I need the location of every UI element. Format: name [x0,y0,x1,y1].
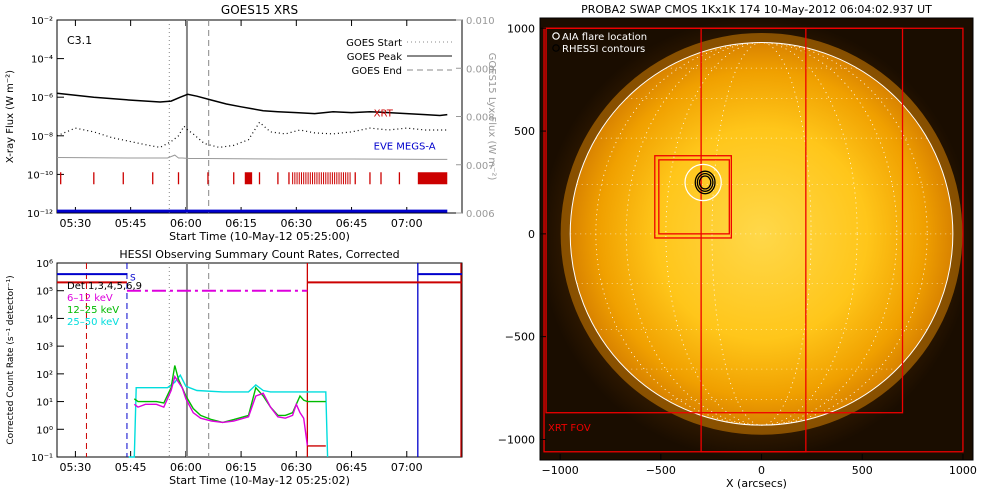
rhessi-contour [696,172,714,192]
goes-y-tick-label: 10⁻¹² [27,209,53,220]
goes-xrt-label: XRT [374,109,394,120]
rhessi-contour [698,175,712,190]
aia-flare-location [684,163,722,202]
swap-x-tick-label: −1000 [542,464,579,477]
goes-x-tick-label: 06:00 [170,217,202,230]
hessi-x-tick-label: 06:45 [336,461,368,474]
swap-image: XRT FOV [540,18,973,460]
goes-legend-label: GOES End [352,66,402,77]
xrt-fov-label: XRT FOV [548,423,591,434]
sun-longitude-line [665,42,858,426]
rhessi-contour [694,170,716,195]
swap-x-label: X (arcsecs) [726,477,787,490]
hessi-y-tick-label: 10⁵ [36,287,53,298]
hessi-band-25-50 [128,373,329,458]
hessi-x-tick-label: 06:15 [225,461,257,474]
hessi-x-tick-label: 06:00 [170,461,202,474]
swap-x-tick-label: 0 [758,464,765,477]
hessi-y-tick-label: 10⁻¹ [31,453,53,464]
goes-y-tick-label: 10⁻² [31,16,53,27]
goes-y2-tick-label: 0.010 [466,16,495,27]
hessi-y-tick-label: 10⁶ [36,259,53,270]
goes-xrt-block [417,172,448,185]
swap-x-tick-label: −500 [646,464,676,477]
hessi-title: HESSI Observing Summary Count Rates, Cor… [119,248,399,261]
swap-legend-label: RHESSI contours [562,44,645,55]
swap-legend-symbol [552,32,560,40]
goes-legend-label: GOES Peak [347,52,402,63]
goes-y-label: X-ray Flux (W m⁻²) [5,70,16,163]
goes-long-series [56,92,448,117]
hessi-legend-det: Det 1,3,4,5,6,9 [67,281,142,292]
goes-x-tick-label: 05:30 [60,217,92,230]
swap-title: PROBA2 SWAP CMOS 1Kx1K 174 10-May-2012 0… [581,3,932,16]
goes-x-tick-label: 06:15 [225,217,257,230]
hessi-y-tick-label: 10⁰ [36,425,53,436]
swap-y-tick-label: 1000 [507,22,535,35]
goes-y2-label: GOES15 Lyx Flux (W m⁻²) [486,53,497,181]
goes-x-tick-label: 05:45 [115,217,147,230]
hessi-y-tick-label: 10⁴ [36,314,53,325]
hessi-x-tick-label: 07:00 [391,461,423,474]
swap-x-tick-label: 1000 [949,464,977,477]
goes-y-tick-label: 10⁻¹⁰ [27,170,53,181]
swap-y-tick-label: −500 [505,331,535,344]
swap-fov-box [700,27,807,453]
swap-fov-box [658,159,730,235]
hessi-legend-b25_50: 25–50 keV [67,317,119,328]
goes-x-tick-label: 06:45 [336,217,368,230]
hessi-x-tick-label: 05:30 [60,461,92,474]
swap-x-tick-label: 500 [852,464,873,477]
hessi-band-6-12 [133,374,309,446]
hessi-y-tick-label: 10³ [36,342,53,353]
goes-y2-tick-label: 0.006 [466,209,495,220]
goes-title: GOES15 XRS [221,3,298,17]
goes-x-tick-label: 06:30 [280,217,312,230]
hessi-legend-b6_12: 6–12 keV [67,293,113,304]
swap-y-tick-label: −1000 [498,433,535,446]
swap-y-tick-label: 500 [514,125,535,138]
goes-x-label: Start Time (10-May-12 05:25:00) [169,230,350,243]
goes-lya-series [56,154,448,160]
goes-y2-tick-label: 0.009 [466,64,495,75]
sun-longitude-line [625,42,898,426]
goes-x-tick-label: 07:00 [391,217,423,230]
hessi-x-tick-label: 06:30 [280,461,312,474]
goes-y-tick-label: 10⁻⁶ [31,93,53,104]
goes-y-tick-label: 10⁻⁸ [31,132,53,143]
goes-y2-tick-label: 0.007 [466,161,495,172]
swap-fov-box [654,155,732,239]
swap-legend-symbol [552,44,560,52]
swap-y-tick-label: 0 [528,228,535,241]
hessi-x-label: Start Time (10-May-12 05:25:02) [169,474,350,487]
hessi-x-tick-label: 05:45 [115,461,147,474]
hessi-band-12-25 [133,365,326,424]
hessi-attenuator-label: S [130,273,136,283]
swap-frame [539,17,974,461]
hessi-legend-b12_25: 12–25 keV [67,305,119,316]
goes-y2-tick-label: 0.008 [466,113,495,124]
hessi-y-tick-label: 10¹ [36,398,53,409]
goes-y-tick-label: 10⁻⁴ [31,55,53,66]
sun-limb [569,42,954,426]
goes-legend-label: GOES Start [346,38,402,49]
goes-eve-label: EVE MEGS-A [374,141,436,152]
goes-xrt-block [244,172,253,185]
swap-legend-label: AIA flare location [562,32,647,43]
hessi-y-tick-label: 10² [36,370,53,381]
hessi-y-label: Corrected Count Rate (s⁻¹ detector⁻¹) [6,275,16,444]
hessi-frame [56,262,463,458]
goes-class-label: C3.1 [67,34,92,47]
